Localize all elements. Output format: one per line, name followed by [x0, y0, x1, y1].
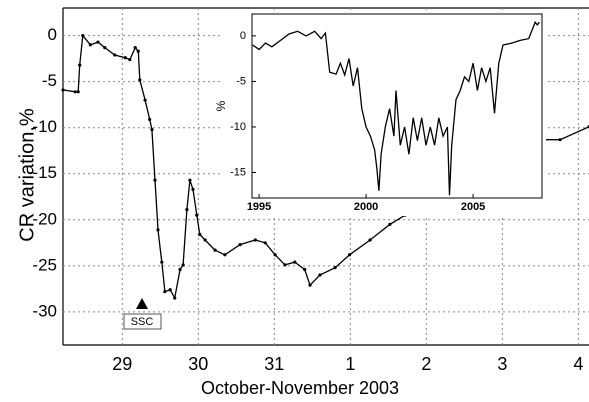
data-point: [263, 241, 267, 245]
y-tick-label: -20: [32, 209, 57, 228]
data-point: [96, 40, 100, 44]
data-point: [136, 49, 140, 53]
data-point: [143, 98, 147, 102]
data-point: [368, 238, 372, 242]
inset-plot: 0 -5 -10 -15 1995 2000 2005%: [214, 10, 546, 216]
data-point: [181, 263, 185, 267]
y-tick-label: -10: [230, 121, 246, 133]
data-point: [213, 248, 217, 252]
data-point: [185, 208, 189, 212]
y-tick-label: -15: [32, 163, 57, 182]
x-tick-label: 2000: [354, 201, 378, 213]
x-tick-label: 3: [497, 354, 507, 374]
x-tick-label: 31: [264, 354, 284, 374]
x-tick-label: 4: [573, 354, 583, 374]
y-axis-label: CR variation,%: [16, 108, 38, 242]
data-point: [103, 45, 107, 50]
data-point: [113, 53, 117, 57]
ssc-marker: SSC: [123, 298, 162, 330]
data-point: [150, 127, 154, 132]
data-point: [148, 117, 152, 122]
data-point: [133, 45, 137, 50]
inset-background: [222, 10, 546, 216]
data-point: [191, 187, 195, 191]
data-point: [76, 90, 80, 94]
x-tick-label: 29: [112, 354, 132, 374]
data-point: [168, 288, 172, 292]
y-tick-label: -5: [236, 75, 246, 87]
data-point: [61, 88, 65, 92]
data-point: [198, 232, 202, 237]
y-axis-label: %: [214, 100, 228, 111]
data-point: [163, 289, 167, 294]
plot-frame: [251, 13, 543, 199]
series-line: [252, 20, 540, 196]
x-tick-label: 2005: [461, 201, 485, 213]
data-point: [253, 238, 257, 242]
data-point: [78, 63, 82, 67]
data-point: [203, 238, 207, 242]
x-tick-label: 1: [345, 354, 355, 374]
x-tick-label: 30: [188, 354, 208, 374]
data-point: [347, 253, 352, 257]
ssc-box: [123, 313, 162, 330]
y-tick-label: -30: [32, 301, 57, 320]
x-tick-label: 2: [421, 354, 431, 374]
y-tick-label: 0: [48, 25, 57, 44]
data-point: [283, 263, 287, 267]
y-tick-label: -15: [230, 166, 246, 178]
data-point: [160, 260, 164, 264]
data-point: [138, 78, 142, 82]
data-point: [153, 178, 157, 182]
y-tick-label: -25: [32, 255, 57, 274]
data-point: [178, 267, 182, 272]
data-point: [318, 273, 322, 277]
data-point: [188, 178, 192, 182]
data-point: [156, 228, 160, 232]
data-point: [388, 222, 392, 226]
data-point: [173, 296, 177, 300]
x-axis-label: October-November 2003: [201, 378, 399, 398]
y-tick-label: 0: [240, 30, 246, 42]
data-point: [558, 138, 562, 142]
main-plot: 0 -5 -10 -15 -20 -25 -30 29 30 31 1 2 3 4 October-Nove…: [16, 7, 589, 398]
data-point: [128, 57, 132, 62]
data-point: [123, 56, 127, 60]
data-point: [223, 253, 227, 257]
y-tick-label: -10: [32, 117, 57, 136]
data-point: [195, 213, 199, 217]
y-tick-label: -5: [42, 71, 57, 90]
ssc-label: SSC: [131, 316, 154, 328]
data-point: [293, 260, 297, 264]
data-point: [73, 90, 77, 94]
data-point: [81, 34, 85, 38]
data-point: [88, 43, 92, 47]
ssc-triangle: [136, 298, 148, 309]
data-point: [273, 253, 277, 257]
data-point: [333, 266, 337, 270]
data-point: [308, 283, 312, 287]
data-point: [303, 267, 307, 272]
data-point: [238, 243, 242, 247]
x-tick-label: 1995: [247, 201, 271, 213]
